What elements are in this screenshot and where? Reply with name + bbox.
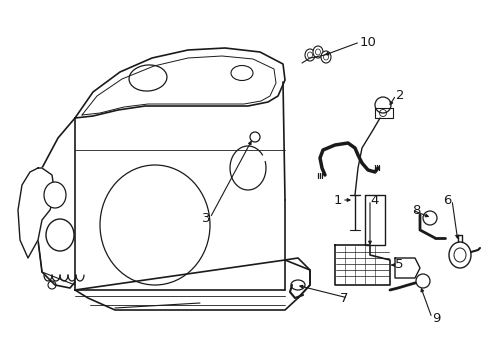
Ellipse shape (305, 49, 314, 61)
Ellipse shape (374, 97, 390, 113)
Text: 5: 5 (394, 258, 403, 271)
Ellipse shape (320, 51, 330, 63)
Polygon shape (334, 245, 389, 285)
Polygon shape (394, 258, 419, 278)
Circle shape (415, 274, 429, 288)
Text: 2: 2 (395, 89, 404, 102)
Ellipse shape (422, 211, 436, 225)
Ellipse shape (448, 242, 470, 268)
Polygon shape (364, 195, 384, 245)
Text: 10: 10 (359, 36, 376, 49)
Text: 8: 8 (411, 203, 420, 216)
Text: 4: 4 (369, 194, 378, 207)
Ellipse shape (312, 46, 323, 58)
Text: 7: 7 (339, 292, 347, 305)
Ellipse shape (44, 182, 66, 208)
Polygon shape (18, 168, 55, 258)
Text: 3: 3 (201, 212, 209, 225)
Circle shape (249, 132, 260, 142)
Ellipse shape (290, 280, 305, 290)
Ellipse shape (46, 219, 74, 251)
Text: 9: 9 (431, 311, 440, 324)
Text: 6: 6 (443, 194, 451, 207)
Polygon shape (75, 258, 309, 310)
Text: 1: 1 (333, 194, 341, 207)
